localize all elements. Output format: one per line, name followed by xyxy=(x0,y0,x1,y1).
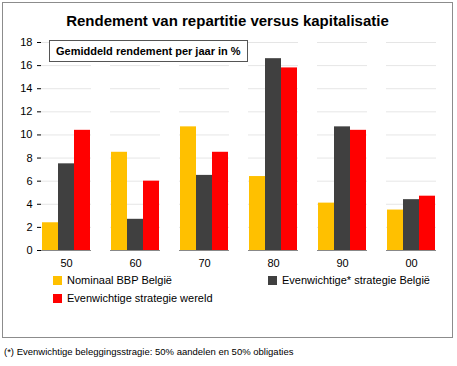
svg-text:10: 10 xyxy=(20,128,32,140)
html-text:(*) Evenwichtige beleggingsstr: (*) Evenwichtige beleggingsstragie: 50% … xyxy=(4,346,294,357)
svg-text:80: 80 xyxy=(267,257,279,269)
svg-text:18: 18 xyxy=(20,36,32,48)
svg-text:90: 90 xyxy=(336,257,348,269)
svg-text:4: 4 xyxy=(26,198,32,210)
svg-text:70: 70 xyxy=(198,257,210,269)
svg-text:2: 2 xyxy=(26,221,32,233)
svg-text:0: 0 xyxy=(26,244,32,256)
html-text:Evenwichtige* strategie België: Evenwichtige* strategie België xyxy=(282,274,430,286)
html-text:Gemiddeld rendement per jaar i: Gemiddeld rendement per jaar in % xyxy=(56,45,241,57)
svg-text:50: 50 xyxy=(60,257,72,269)
html-text:Evenwichtige strategie wereld: Evenwichtige strategie wereld xyxy=(67,292,213,304)
svg-text:00: 00 xyxy=(405,257,417,269)
svg-text:14: 14 xyxy=(20,82,32,94)
svg-text:8: 8 xyxy=(26,152,32,164)
svg-text:60: 60 xyxy=(129,257,141,269)
html-text:Rendement van repartitie versu: Rendement van repartitie versus kapitali… xyxy=(66,12,389,29)
svg-text:12: 12 xyxy=(20,105,32,117)
svg-text:6: 6 xyxy=(26,175,32,187)
html-text:Nominaal BBP België: Nominaal BBP België xyxy=(67,274,172,286)
svg-text:16: 16 xyxy=(20,59,32,71)
